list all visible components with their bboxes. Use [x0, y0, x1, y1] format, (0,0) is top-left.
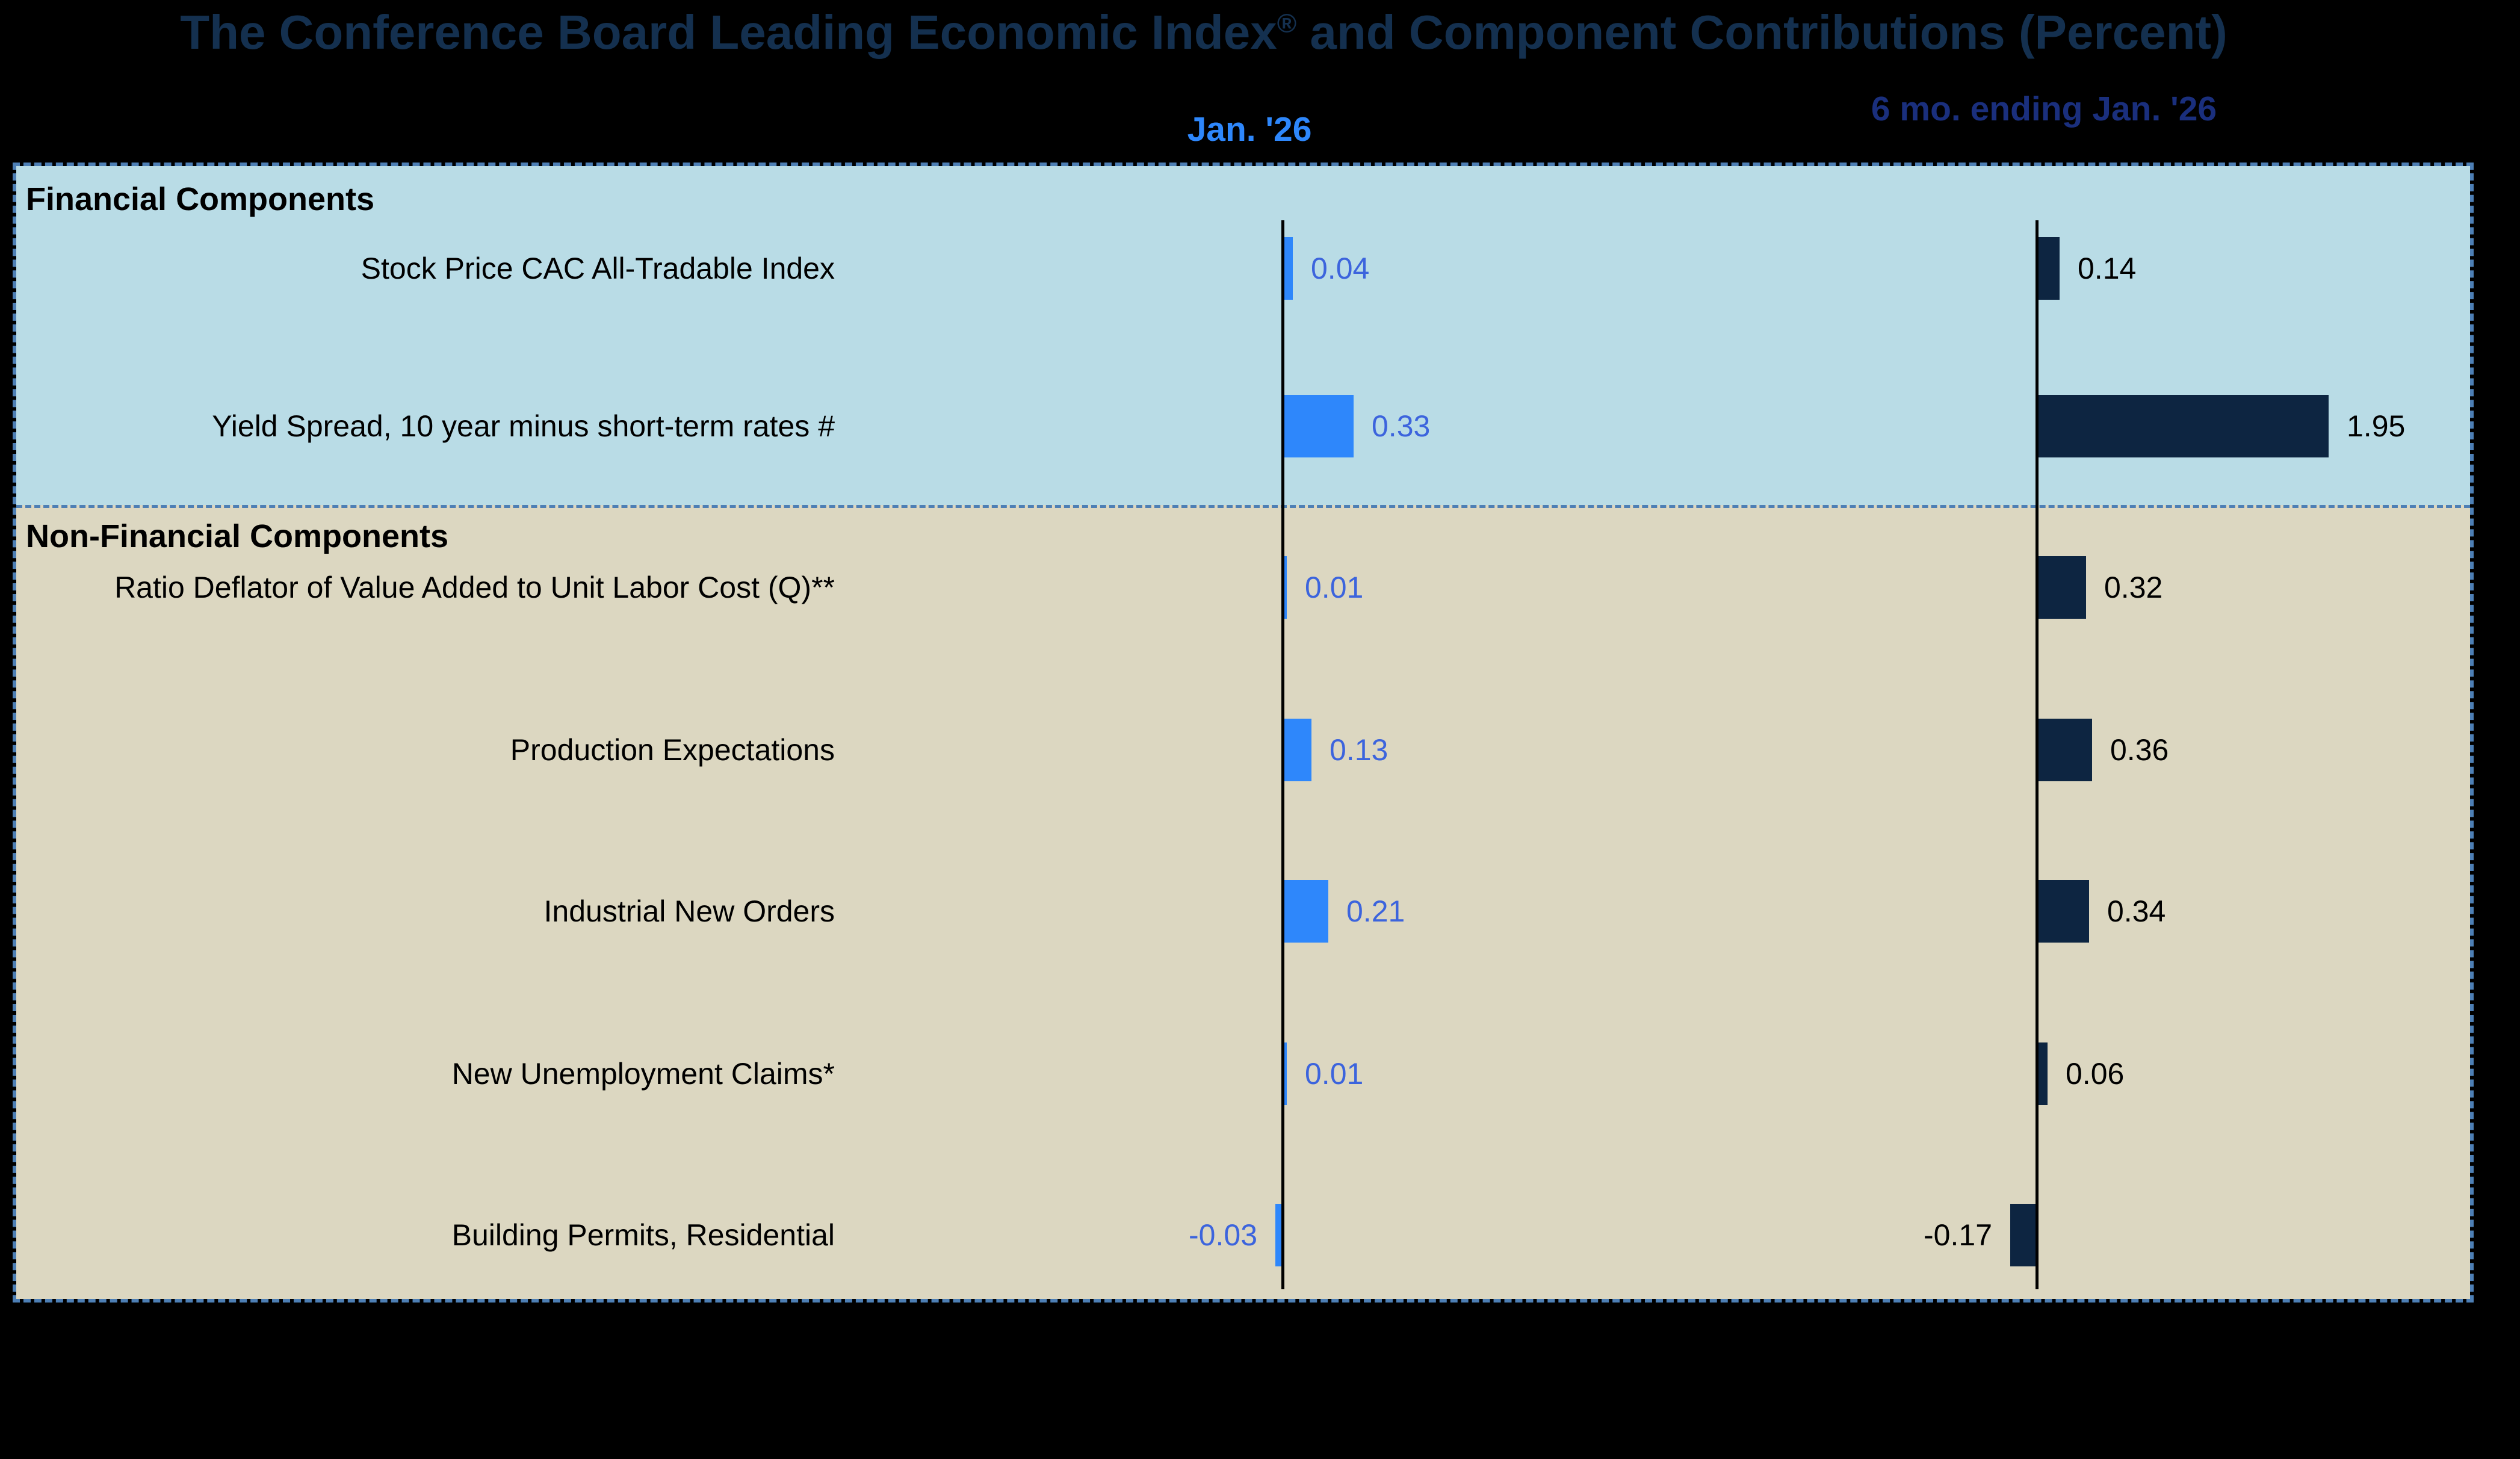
row-yield-spread-10-year-minus-short-term-ra-value-six: 1.95 [2347, 409, 2406, 443]
row-production-expectations-value-jan: 0.13 [1330, 733, 1388, 767]
row-label-industrial-new-orders: Industrial New Orders [543, 894, 835, 928]
row-industrial-new-orders-value-jan: 0.21 [1346, 894, 1405, 928]
row-new-unemployment-claims-value-jan: 0.01 [1305, 1057, 1364, 1091]
row-ratio-deflator-of-value-added-to-unit-la-value-jan: 0.01 [1305, 571, 1364, 604]
row-stock-price-cac-all-tradable-index-bar-six [2039, 237, 2060, 300]
row-ratio-deflator-of-value-added-to-unit-la-bar-jan [1284, 556, 1287, 619]
row-building-permits-residential-value-six: -0.17 [1924, 1218, 1992, 1252]
section-header-financial: Financial Components [26, 181, 375, 217]
chart-plot-area: Financial Components Non-Financial Compo… [13, 163, 2474, 1303]
row-building-permits-residential-bar-jan [1275, 1204, 1281, 1266]
row-label-building-permits-residential: Building Permits, Residential [451, 1218, 835, 1252]
row-stock-price-cac-all-tradable-index-value-jan: 0.04 [1311, 252, 1370, 285]
row-industrial-new-orders-bar-six [2039, 880, 2089, 943]
row-building-permits-residential-bar-six [2010, 1204, 2036, 1266]
row-production-expectations-bar-jan [1284, 719, 1311, 781]
section-header-nonfinancial: Non-Financial Components [26, 518, 448, 554]
row-new-unemployment-claims-bar-jan [1284, 1042, 1287, 1105]
row-yield-spread-10-year-minus-short-term-ra-bar-six [2039, 395, 2329, 457]
row-yield-spread-10-year-minus-short-term-ra-value-jan: 0.33 [1372, 409, 1431, 443]
row-label-stock-price-cac-all-tradable-index: Stock Price CAC All-Tradable Index [361, 252, 835, 285]
row-building-permits-residential-value-jan: -0.03 [1189, 1218, 1257, 1252]
row-label-new-unemployment-claims: New Unemployment Claims* [451, 1057, 835, 1091]
row-ratio-deflator-of-value-added-to-unit-la-bar-six [2039, 556, 2086, 619]
registered-mark: ® [1277, 8, 1297, 39]
column-header-6mo: 6 mo. ending Jan. '26 [1871, 90, 2217, 128]
row-yield-spread-10-year-minus-short-term-ra-bar-jan [1284, 395, 1354, 457]
row-stock-price-cac-all-tradable-index-bar-jan [1284, 237, 1293, 300]
row-new-unemployment-claims-value-six: 0.06 [2066, 1057, 2125, 1091]
column-header-jan: Jan. '26 [1187, 110, 1312, 149]
6mo-axis-line [2036, 220, 2039, 1289]
jan-axis-line [1281, 220, 1284, 1289]
row-label-ratio-deflator-of-value-added-to-unit-la: Ratio Deflator of Value Added to Unit La… [114, 571, 835, 604]
row-ratio-deflator-of-value-added-to-unit-la-value-six: 0.32 [2104, 571, 2163, 604]
row-industrial-new-orders-value-six: 0.34 [2107, 894, 2166, 928]
row-stock-price-cac-all-tradable-index-value-six: 0.14 [2078, 252, 2137, 285]
row-label-production-expectations: Production Expectations [510, 733, 835, 767]
chart-title: The Conference Board Leading Economic In… [180, 5, 2227, 59]
row-production-expectations-bar-six [2039, 719, 2092, 781]
row-new-unemployment-claims-bar-six [2039, 1042, 2048, 1105]
row-label-yield-spread-10-year-minus-short-term-ra: Yield Spread, 10 year minus short-term r… [212, 409, 835, 443]
row-production-expectations-value-six: 0.36 [2110, 733, 2169, 767]
row-industrial-new-orders-bar-jan [1284, 880, 1328, 943]
